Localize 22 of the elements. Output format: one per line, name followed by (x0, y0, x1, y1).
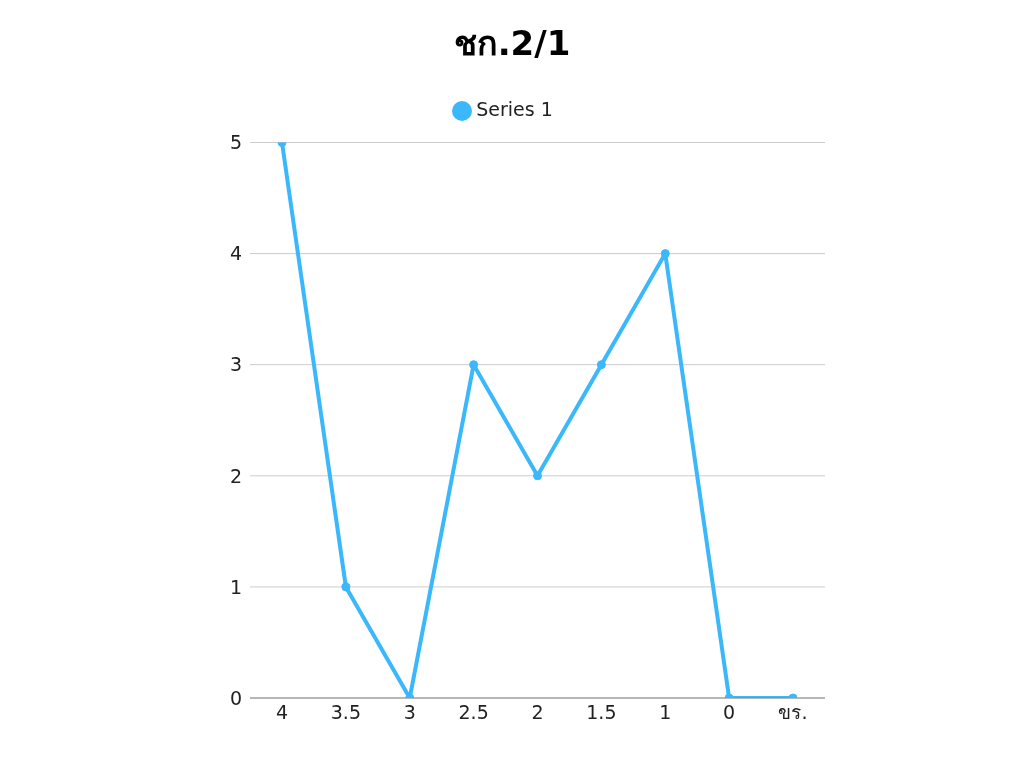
y-tick-label: 0 (229, 686, 242, 709)
x-tick-label: 3.5 (330, 701, 361, 724)
y-tick-label: 5 (229, 131, 242, 154)
y-tick-label: 1 (229, 575, 242, 598)
x-tick-label: 2.5 (458, 701, 489, 724)
x-tick-label: 2 (531, 701, 544, 724)
y-tick-label: 4 (229, 242, 242, 265)
legend-label: Series 1 (476, 98, 553, 120)
x-tick-label: 4 (275, 701, 289, 724)
point (533, 471, 542, 481)
point (469, 360, 479, 370)
x-tick-label: 1.5 (586, 701, 617, 724)
x-tick-label: 3 (403, 701, 416, 724)
y-tick-label: 2 (229, 464, 242, 487)
point (596, 360, 606, 370)
x-tick-label: 1 (659, 701, 672, 724)
x-tick-label: ขร. (778, 701, 808, 724)
point (660, 249, 670, 259)
y-tick-label: 3 (229, 353, 242, 376)
x-tick-label: 0 (723, 701, 736, 724)
point (341, 582, 351, 592)
chart-title: ชก.2/1 (452, 22, 572, 65)
